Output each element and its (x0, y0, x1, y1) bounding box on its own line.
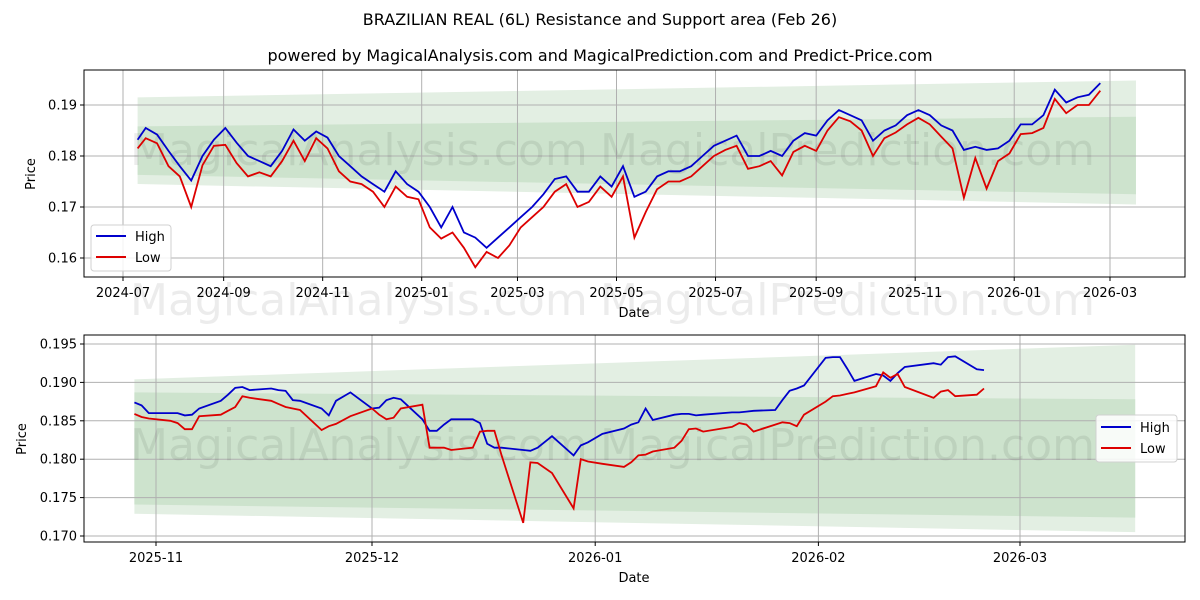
inner-band (137, 116, 1136, 195)
y-tick-label: 0.195 (40, 338, 77, 353)
top-gridlines (84, 70, 1185, 277)
x-tick-label: 2026-01 (987, 286, 1041, 301)
x-tick-label: 2025-05 (589, 286, 643, 301)
bottom-axes-frame (83, 334, 1186, 543)
top-low-line (136, 90, 1102, 269)
top-x-axis: 2024-07 2024-09 2024-11 2025-01 2025-03 2025-… (96, 277, 1137, 301)
x-tick-label: 2025-12 (345, 551, 399, 566)
y-tick-label: 0.17 (48, 201, 77, 216)
x-tick-label: 2026-03 (993, 551, 1047, 566)
x-tick-label: 2025-07 (688, 286, 742, 301)
y-tick-label: 0.16 (48, 252, 77, 267)
top-axes-frame (83, 69, 1186, 278)
bottom-y-axis-label: Price (15, 423, 30, 455)
top-watermark: MagicalAnalysis.com MagicalPrediction.co… (130, 125, 1095, 326)
top-y-axis-label: Price (24, 158, 39, 190)
y-tick-label: 0.170 (40, 530, 77, 545)
bottom-high-line (134, 355, 985, 457)
top-y-axis: 0.16 0.17 0.18 0.19 (48, 99, 84, 267)
watermark-prediction-bottom: MagicalPrediction.com (600, 420, 1095, 471)
watermark-prediction-lower: MagicalPrediction.com (600, 275, 1095, 326)
chart-subtitle: powered by MagicalAnalysis.com and Magic… (267, 46, 933, 65)
legend-low-label: Low (1140, 442, 1166, 457)
top-legend: High Low (90, 224, 172, 272)
x-tick-label: 2026-01 (568, 551, 622, 566)
x-tick-label: 2025-11 (129, 551, 183, 566)
x-tick-label: 2025-03 (490, 286, 544, 301)
y-tick-label: 0.185 (40, 414, 77, 429)
x-tick-label: 2024-07 (96, 286, 150, 301)
x-tick-label: 2024-09 (196, 286, 250, 301)
bottom-low-line (134, 371, 985, 524)
bottom-watermark: MagicalAnalysis.com MagicalPrediction.co… (130, 420, 1095, 471)
bottom-x-axis-label: Date (618, 571, 649, 586)
bottom-price-chart: MagicalAnalysis.com MagicalPrediction.co… (15, 334, 1186, 586)
bottom-y-axis: 0.170 0.175 0.180 0.185 0.190 0.195 (40, 338, 84, 545)
top-price-chart: MagicalAnalysis.com MagicalPrediction.co… (24, 69, 1186, 326)
top-high-line (136, 82, 1101, 250)
bottom-x-axis: 2025-11 2025-12 2026-01 2026-02 2026-03 (129, 542, 1047, 566)
y-tick-label: 0.175 (40, 491, 77, 506)
y-tick-label: 0.18 (48, 150, 77, 165)
x-tick-label: 2025-09 (789, 286, 843, 301)
x-tick-label: 2024-11 (296, 286, 350, 301)
bottom-gridlines (84, 335, 1185, 542)
legend-high-label: High (1140, 421, 1170, 436)
watermark-analysis-lower: MagicalAnalysis.com (130, 275, 588, 326)
y-tick-label: 0.180 (40, 453, 77, 468)
y-tick-label: 0.190 (40, 376, 77, 391)
chart-title: BRAZILIAN REAL (6L) Resistance and Suppo… (362, 10, 838, 29)
bottom-legend: High Low (1095, 414, 1178, 463)
watermark-prediction: MagicalPrediction.com (600, 125, 1095, 176)
x-tick-label: 2025-01 (395, 286, 449, 301)
watermark-analysis-bottom: MagicalAnalysis.com (130, 420, 588, 471)
inner-band (134, 392, 1136, 518)
top-x-axis-label: Date (618, 306, 649, 321)
x-tick-label: 2026-03 (1083, 286, 1137, 301)
watermark-analysis: MagicalAnalysis.com (130, 125, 588, 176)
bottom-support-resistance-bands (134, 344, 1136, 533)
legend-high-label: High (135, 230, 165, 245)
legend-low-label: Low (135, 251, 161, 266)
x-tick-label: 2026-02 (791, 551, 845, 566)
y-tick-label: 0.19 (48, 99, 77, 114)
x-tick-label: 2025-11 (888, 286, 942, 301)
top-support-resistance-bands (137, 80, 1136, 205)
